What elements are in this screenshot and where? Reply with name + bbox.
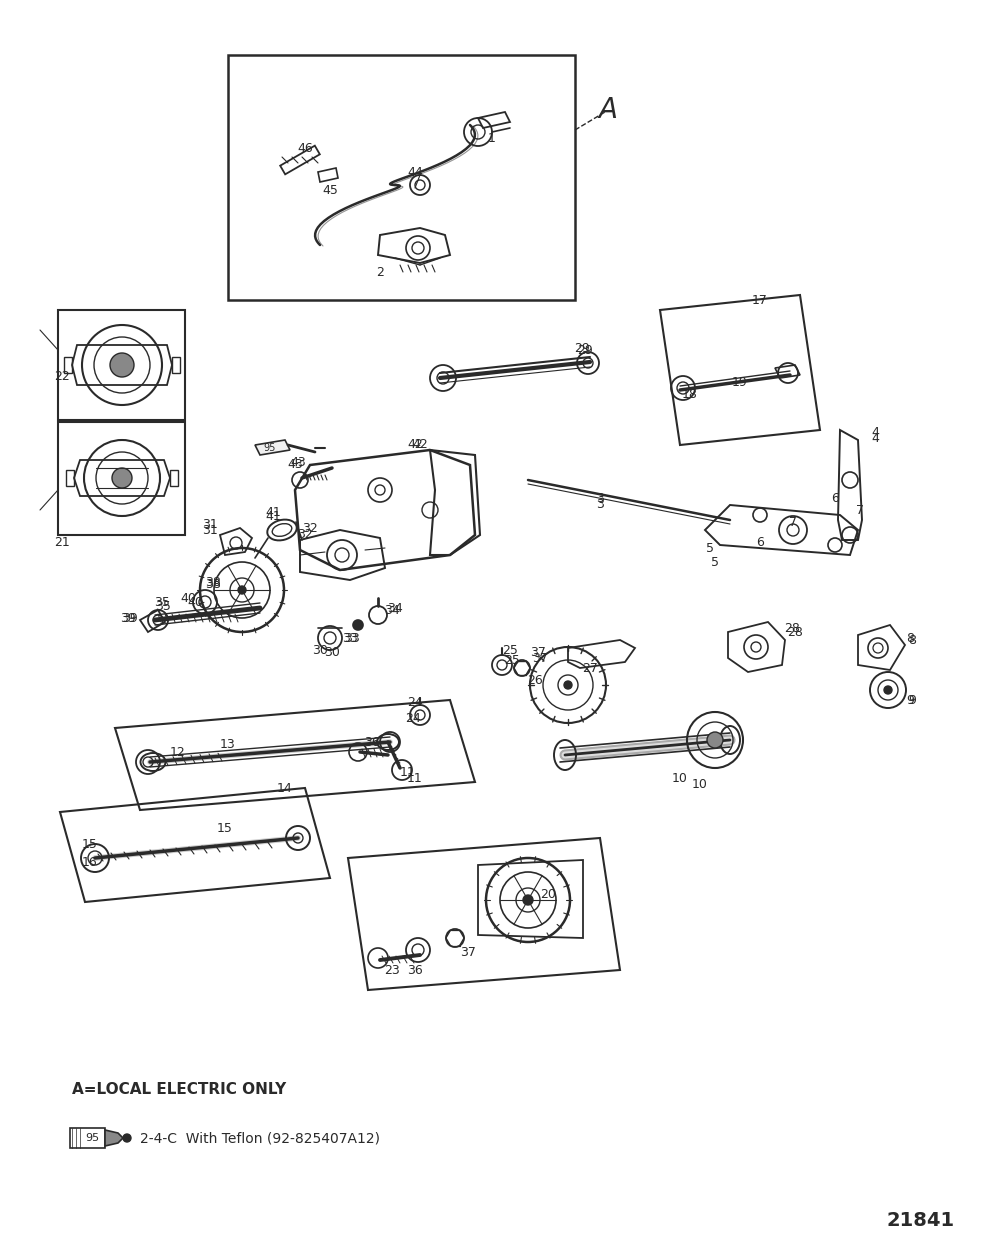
- Circle shape: [707, 732, 723, 749]
- Text: 6: 6: [756, 536, 764, 548]
- Text: 33: 33: [345, 632, 359, 644]
- Text: 15: 15: [82, 839, 98, 852]
- Circle shape: [123, 1133, 131, 1142]
- Circle shape: [564, 681, 572, 689]
- Text: 6: 6: [831, 492, 839, 504]
- Text: 2-4-C  With Teflon (92-825407A12): 2-4-C With Teflon (92-825407A12): [140, 1131, 380, 1145]
- Text: 43: 43: [287, 458, 303, 472]
- Text: 28: 28: [784, 621, 800, 634]
- Polygon shape: [105, 1130, 123, 1146]
- Text: 95: 95: [264, 443, 276, 453]
- Text: 24: 24: [407, 696, 423, 708]
- Text: 7: 7: [856, 503, 864, 517]
- Text: 34: 34: [384, 604, 400, 616]
- Text: 24: 24: [405, 712, 421, 725]
- Text: 40: 40: [180, 591, 196, 605]
- Text: 95: 95: [85, 1133, 99, 1144]
- Text: 31: 31: [203, 518, 217, 531]
- Text: 29: 29: [574, 341, 590, 355]
- Text: 46: 46: [297, 141, 313, 155]
- Text: 13: 13: [220, 738, 236, 751]
- Text: 43: 43: [290, 455, 306, 468]
- Text: 9: 9: [908, 693, 916, 707]
- Text: 1: 1: [489, 132, 496, 145]
- Text: 40: 40: [187, 595, 203, 609]
- Text: 7: 7: [789, 516, 797, 528]
- Text: 5: 5: [706, 541, 714, 555]
- Text: 34: 34: [387, 601, 403, 614]
- Text: 22: 22: [55, 371, 70, 384]
- Circle shape: [238, 586, 246, 594]
- Text: 36: 36: [364, 736, 380, 749]
- Text: 11: 11: [400, 766, 416, 779]
- Text: 38: 38: [206, 579, 220, 591]
- Text: 26: 26: [527, 673, 543, 687]
- Text: 4: 4: [871, 425, 879, 439]
- Text: 35: 35: [155, 600, 171, 614]
- Text: 41: 41: [265, 506, 281, 518]
- Circle shape: [884, 686, 892, 694]
- Text: 15: 15: [217, 821, 233, 834]
- Text: 28: 28: [787, 625, 803, 639]
- Text: 2: 2: [376, 267, 384, 279]
- Text: 21: 21: [55, 536, 70, 548]
- Text: 37: 37: [460, 946, 476, 959]
- Text: 25: 25: [504, 653, 520, 667]
- Text: 23: 23: [384, 964, 400, 976]
- Text: 37: 37: [530, 645, 546, 658]
- Text: 37: 37: [532, 652, 548, 664]
- Circle shape: [112, 468, 132, 488]
- Text: 17: 17: [752, 293, 768, 307]
- Text: 27: 27: [582, 662, 598, 674]
- Text: 18: 18: [682, 389, 698, 401]
- Text: 39: 39: [120, 611, 136, 624]
- Text: 42: 42: [407, 439, 423, 452]
- Circle shape: [110, 353, 134, 377]
- Text: 35: 35: [154, 595, 170, 609]
- Text: 9: 9: [906, 693, 914, 707]
- Text: 14: 14: [277, 781, 293, 795]
- Text: 33: 33: [343, 632, 357, 644]
- Text: 10: 10: [672, 771, 688, 785]
- Text: 8: 8: [906, 632, 914, 644]
- Text: 3: 3: [596, 497, 604, 511]
- Text: 3: 3: [596, 492, 604, 504]
- Text: 32: 32: [302, 522, 318, 535]
- Text: 44: 44: [407, 166, 423, 179]
- Text: 10: 10: [692, 779, 708, 791]
- Text: 39: 39: [122, 611, 138, 624]
- Text: 36: 36: [407, 964, 423, 976]
- Text: 8: 8: [908, 634, 916, 647]
- Text: 38: 38: [206, 575, 220, 589]
- Text: 11: 11: [407, 771, 423, 785]
- Text: 41: 41: [265, 509, 281, 522]
- Text: 31: 31: [203, 523, 217, 536]
- Text: 32: 32: [297, 528, 313, 541]
- Text: 12: 12: [170, 746, 186, 759]
- Text: 4: 4: [871, 431, 879, 444]
- Text: 42: 42: [412, 439, 428, 452]
- Circle shape: [523, 894, 533, 905]
- Text: 30: 30: [312, 644, 328, 657]
- Text: A=LOCAL ELECTRIC ONLY: A=LOCAL ELECTRIC ONLY: [72, 1082, 286, 1097]
- Text: 30: 30: [324, 645, 340, 658]
- Text: 16: 16: [82, 855, 98, 868]
- Text: A: A: [599, 96, 618, 125]
- Text: 20: 20: [540, 888, 556, 902]
- Text: 19: 19: [732, 376, 748, 390]
- Polygon shape: [255, 440, 290, 455]
- Text: 21841: 21841: [887, 1210, 955, 1229]
- Text: 5: 5: [711, 556, 719, 569]
- Text: 25: 25: [502, 644, 518, 657]
- Text: 45: 45: [322, 184, 338, 196]
- Text: 29: 29: [577, 343, 593, 356]
- Circle shape: [353, 620, 363, 630]
